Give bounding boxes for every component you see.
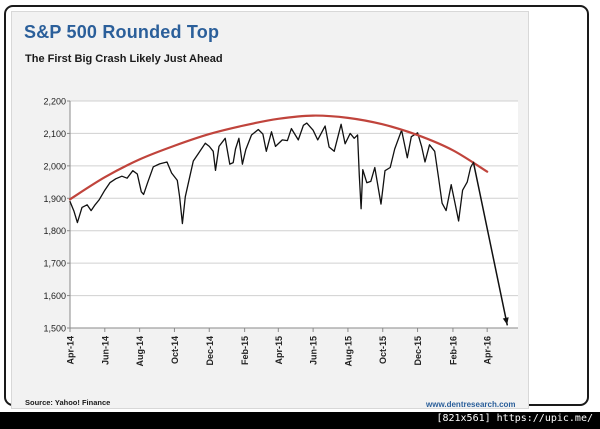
x-tick-label: Dec-14 [205, 336, 215, 366]
projection-arrow [472, 161, 508, 326]
x-tick-label: Jun-15 [309, 336, 319, 365]
screenshot-frame: S&P 500 Rounded Top The First Big Crash … [0, 0, 600, 412]
x-tick-label: Apr-16 [483, 336, 493, 365]
x-tick-label: Apr-15 [274, 336, 284, 365]
rounded-top-curve [68, 114, 489, 201]
y-tick-label: 2,100 [43, 129, 66, 139]
website-credit: www.dentresearch.com [426, 400, 516, 409]
y-tick-label: 1,700 [43, 259, 66, 269]
y-tick-label: 1,800 [43, 226, 66, 236]
y-tick-label: 1,500 [43, 324, 66, 334]
chart-title: S&P 500 Rounded Top [24, 22, 220, 42]
chart-card: S&P 500 Rounded Top The First Big Crash … [4, 5, 589, 409]
arrowhead [502, 317, 509, 325]
x-tick-label: Aug-15 [343, 336, 353, 367]
x-tick-label: Feb-15 [240, 336, 250, 365]
chart-subtitle: The First Big Crash Likely Just Ahead [25, 53, 223, 65]
x-tick-label: Oct-14 [170, 336, 180, 364]
y-tick-label: 1,600 [43, 291, 66, 301]
x-tick-label: Dec-15 [413, 336, 423, 366]
y-tick-label: 1,900 [43, 194, 66, 204]
x-tick-label: Oct-15 [378, 336, 388, 364]
source-note: Source: Yahoo! Finance [25, 398, 111, 407]
price-line [69, 122, 475, 225]
x-tick-label: Apr-14 [66, 336, 76, 365]
y-tick-label: 2,200 [43, 97, 66, 107]
x-tick-label: Jun-14 [100, 336, 110, 365]
footer-bar: [821x561] https://upic.me/ [0, 412, 600, 429]
chart-panel: S&P 500 Rounded Top The First Big Crash … [11, 11, 529, 409]
sp500-line-chart: 1,500 1,600 1,700 1,800 1,900 2,000 2,100 2,200… [43, 97, 518, 367]
y-tick-label: 2,000 [43, 161, 66, 171]
watermark-text: [821x561] https://upic.me/ [436, 413, 593, 424]
plot-area [70, 101, 518, 328]
x-tick-label: Feb-16 [448, 336, 458, 365]
x-tick-label: Aug-14 [135, 336, 145, 367]
